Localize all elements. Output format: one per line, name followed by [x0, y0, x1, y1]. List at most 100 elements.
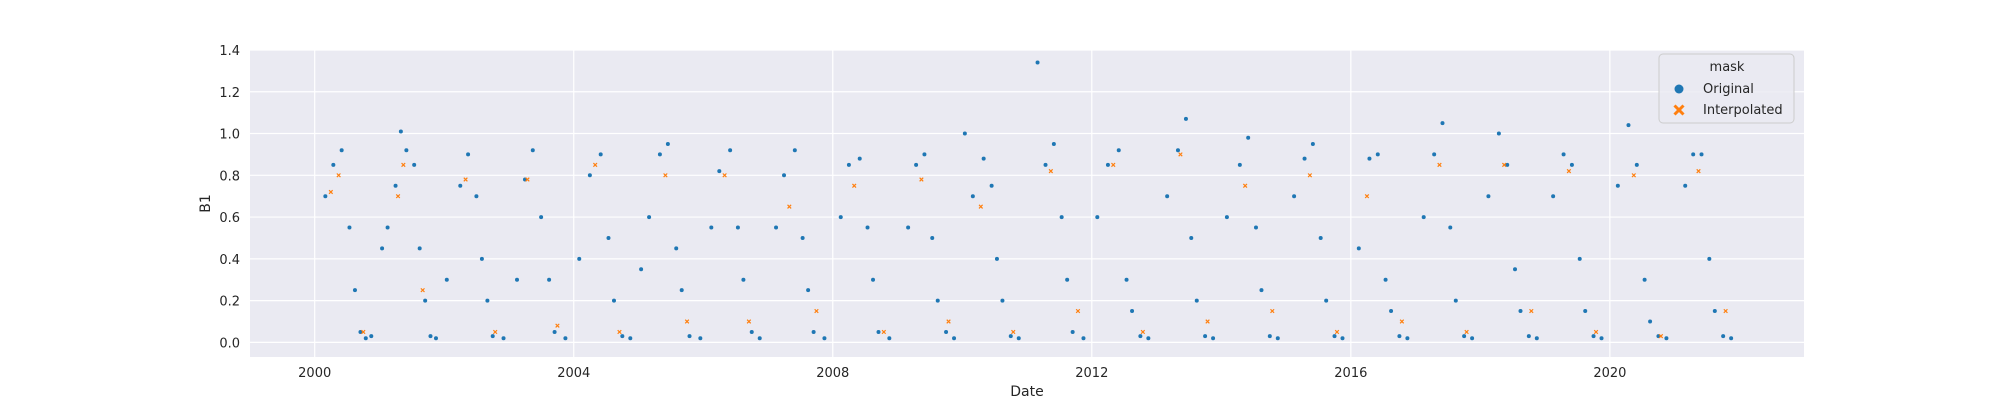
interpolated-point	[1696, 168, 1701, 174]
interpolated-point	[1178, 152, 1183, 157]
original-point	[857, 156, 862, 161]
x-axis-title: Date	[1010, 384, 1043, 400]
interpolated-point	[336, 173, 341, 178]
interpolated-point	[1111, 162, 1116, 168]
original-point	[444, 277, 449, 282]
original-point	[501, 336, 506, 341]
original-point	[717, 169, 722, 174]
original-point	[369, 334, 374, 339]
original-point	[1440, 121, 1445, 126]
y-axis-ticks: 0.0 0.2 0.4 0.6 0.8 1.0 1.2 1.4	[219, 44, 240, 351]
interpolated-point	[525, 177, 530, 182]
x-tick-label: 2004	[557, 366, 590, 381]
original-point	[1340, 336, 1345, 341]
interpolated-point	[1529, 308, 1534, 314]
data-points	[323, 60, 1734, 341]
original-point	[606, 235, 611, 240]
original-point	[577, 256, 582, 261]
original-point	[1561, 152, 1566, 157]
original-point	[1043, 162, 1048, 167]
original-point	[1648, 319, 1653, 324]
original-point	[1577, 256, 1582, 261]
grid-lines	[250, 49, 1804, 357]
legend-title: mask	[1710, 60, 1745, 75]
interpolated-point	[684, 319, 690, 324]
interpolated-point	[617, 329, 622, 335]
original-point	[620, 334, 625, 339]
original-point	[339, 148, 344, 153]
interpolated-point	[1205, 319, 1210, 324]
original-point	[1375, 152, 1380, 157]
original-point	[1000, 298, 1005, 303]
original-point	[1146, 336, 1151, 341]
original-point	[1356, 246, 1361, 251]
original-point	[1642, 277, 1647, 282]
original-point	[1065, 277, 1070, 282]
legend-label-original: Original	[1703, 82, 1754, 97]
original-point	[876, 329, 881, 334]
original-point	[1175, 148, 1180, 153]
original-point	[782, 173, 787, 178]
original-point	[1591, 334, 1596, 339]
interpolated-point	[919, 177, 924, 182]
legend-label-interpolated: Interpolated	[1703, 103, 1783, 118]
original-point	[811, 329, 816, 334]
interpolated-point	[1307, 173, 1313, 178]
original-point	[1130, 309, 1135, 314]
original-point	[1194, 298, 1199, 303]
plot-area	[250, 50, 1804, 357]
y-tick-label: 1.0	[219, 128, 240, 143]
original-point	[922, 152, 927, 157]
original-point	[1505, 162, 1510, 167]
x-tick-label: 2008	[816, 366, 849, 381]
original-point	[1302, 156, 1307, 161]
interpolated-point	[814, 308, 819, 314]
original-point	[981, 156, 986, 161]
original-point	[1116, 148, 1121, 153]
y-tick-label: 1.4	[219, 44, 240, 59]
original-point	[1310, 141, 1315, 146]
original-point	[1634, 162, 1639, 167]
original-point	[1051, 141, 1056, 146]
interpolated-point	[395, 193, 401, 199]
original-point	[774, 225, 779, 230]
original-point	[1405, 336, 1410, 341]
original-point	[838, 215, 843, 220]
original-point	[417, 246, 422, 251]
original-point	[1721, 334, 1726, 339]
original-point	[935, 298, 940, 303]
original-point	[989, 183, 994, 188]
original-point	[428, 334, 433, 339]
original-point	[806, 288, 811, 293]
interpolated-point	[663, 173, 668, 178]
original-point	[433, 336, 438, 341]
original-point	[1183, 116, 1188, 121]
original-point	[398, 129, 403, 134]
original-point	[1397, 334, 1402, 339]
original-point	[1016, 336, 1021, 341]
original-point	[587, 173, 592, 178]
original-point	[423, 298, 428, 303]
original-point	[1389, 309, 1394, 314]
original-point	[687, 334, 692, 339]
original-point	[665, 141, 670, 146]
original-point	[757, 336, 762, 341]
original-point	[1081, 336, 1086, 341]
original-point	[1203, 334, 1208, 339]
original-point	[1224, 215, 1229, 220]
y-tick-label: 1.2	[219, 86, 240, 101]
interpolated-point	[555, 323, 560, 328]
original-point	[1421, 215, 1426, 220]
x-tick-label: 2016	[1334, 366, 1367, 381]
original-point	[749, 329, 754, 334]
interpolated-point	[787, 204, 792, 209]
original-point	[404, 148, 409, 153]
x-tick-label: 2012	[1075, 366, 1108, 381]
original-point	[1470, 336, 1475, 341]
original-point	[639, 267, 644, 272]
original-point	[1318, 235, 1323, 240]
original-point	[1486, 194, 1491, 199]
original-point	[1008, 334, 1013, 339]
original-point	[393, 183, 398, 188]
